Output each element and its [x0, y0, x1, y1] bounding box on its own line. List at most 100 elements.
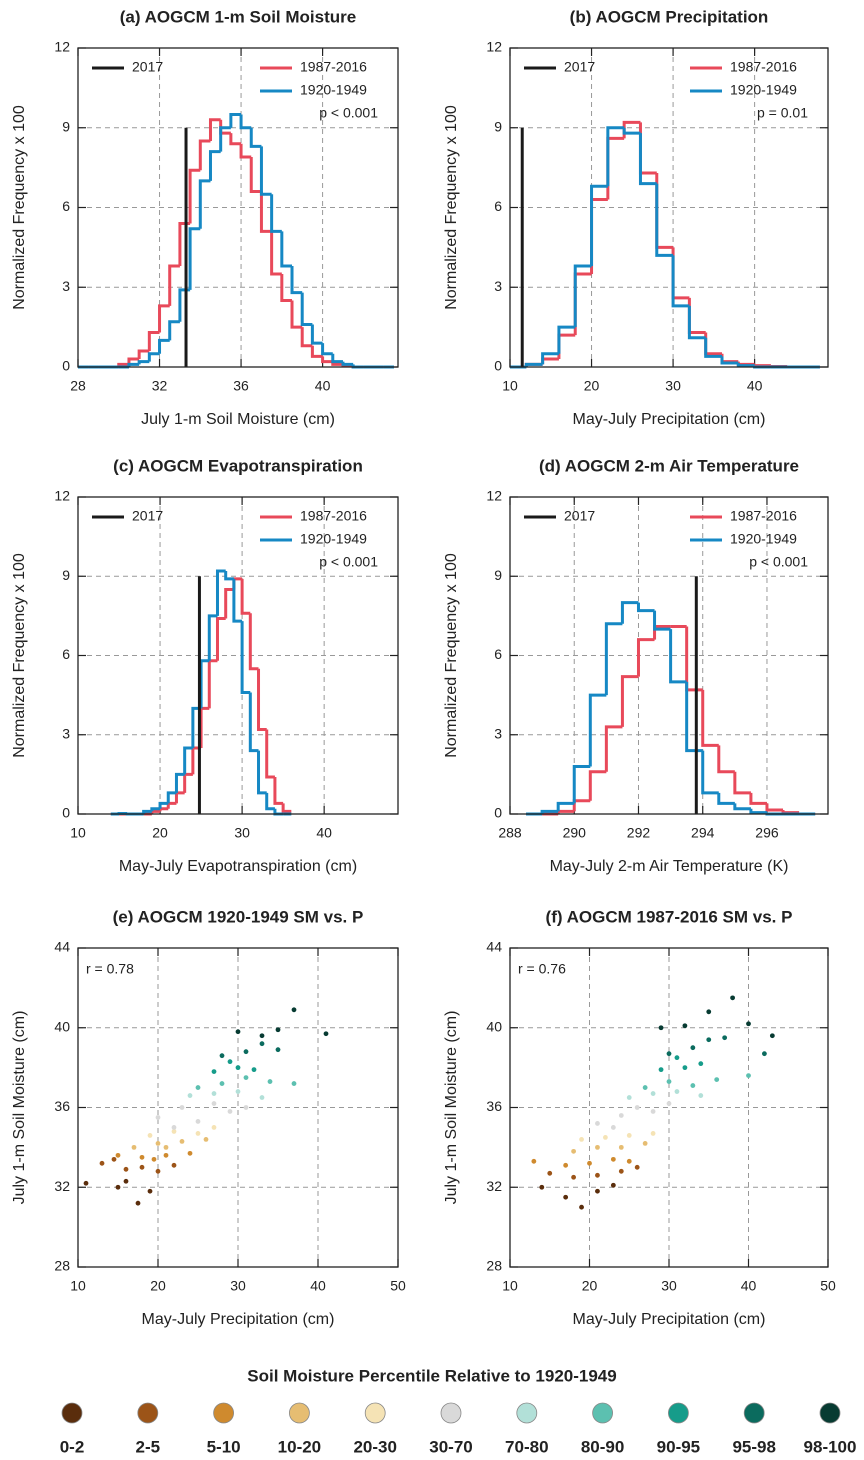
histogram-step: [671, 255, 690, 308]
scatter-point: [642, 1085, 648, 1090]
legend-label: 1987-2016: [730, 59, 797, 75]
scatter-point: [563, 1194, 569, 1200]
histogram-step: [606, 126, 625, 187]
histogram-step: [150, 807, 161, 812]
histogram-step: [781, 810, 800, 815]
y-tick-label: 12: [486, 39, 502, 55]
x-tick-label: 40: [747, 378, 763, 394]
histogram-step: [557, 333, 576, 360]
histogram-step: [215, 617, 226, 661]
histogram-step: [321, 356, 333, 364]
histogram-step: [653, 610, 671, 631]
y-tick-label: 3: [62, 278, 70, 294]
histogram-step: [636, 602, 655, 613]
plot-frame: [509, 496, 829, 815]
histogram-step: [622, 120, 641, 139]
histogram-step: [183, 772, 193, 793]
scatter-point: [626, 1095, 632, 1100]
legend-label: 10-20: [278, 1437, 321, 1456]
legend-label: 30-70: [429, 1437, 472, 1456]
legend-label: 2017: [564, 508, 595, 524]
histogram-step: [239, 114, 252, 130]
scatter-point: [147, 1188, 153, 1194]
histogram-step: [248, 613, 259, 671]
legend-marker: [440, 1402, 462, 1424]
scatter-point: [642, 1140, 648, 1146]
scatter-point: [291, 1007, 297, 1013]
legend-marker: [364, 1402, 386, 1424]
histogram-step: [265, 729, 275, 779]
scatter-point: [650, 1131, 656, 1136]
scatter-point: [690, 1083, 696, 1088]
scatter-point: [235, 1029, 241, 1035]
legend-marker: [516, 1402, 538, 1424]
histogram-step: [733, 771, 751, 795]
histogram-step: [733, 803, 751, 811]
x-tick-label: 296: [755, 825, 779, 841]
scatter-point: [323, 1031, 329, 1037]
y-tick-label: 12: [54, 39, 70, 55]
y-tick-label: 3: [494, 278, 502, 294]
histogram-step: [219, 126, 231, 152]
histogram-step: [720, 353, 739, 364]
histogram-step: [142, 809, 152, 814]
histogram-step: [604, 622, 623, 696]
panel-title: (f) AOGCM 1987-2016 SM vs. P: [546, 907, 793, 926]
histogram-step: [736, 363, 755, 368]
histogram-step: [257, 668, 267, 731]
histogram-step: [557, 325, 576, 354]
legend-label: 20-30: [353, 1437, 396, 1456]
histogram-step: [208, 150, 221, 181]
scatter-point: [195, 1119, 201, 1124]
histogram-step: [259, 146, 272, 196]
scatter-point: [243, 1105, 249, 1110]
histogram-step: [290, 300, 303, 329]
y-tick-label: 3: [494, 725, 502, 741]
scatter-point: [163, 1152, 169, 1158]
scatter-point: [243, 1075, 249, 1080]
y-tick-label: 3: [62, 725, 70, 741]
x-tick-label: 40: [316, 825, 332, 841]
x-tick-label: 36: [233, 378, 249, 394]
histogram-step: [655, 183, 674, 257]
scatter-point: [563, 1162, 569, 1168]
histogram-step: [556, 801, 575, 812]
x-tick-label: 40: [310, 1278, 326, 1294]
scatter-point: [111, 1156, 117, 1162]
y-tick-label: 36: [54, 1098, 70, 1114]
y-tick-label: 36: [486, 1098, 502, 1114]
x-axis-label: July 1-m Soil Moisture (cm): [141, 411, 335, 428]
y-tick-label: 0: [494, 805, 502, 821]
panel-title: (b) AOGCM Precipitation: [570, 7, 769, 26]
histogram-step: [572, 799, 591, 812]
scatter-point: [626, 1158, 632, 1164]
scatter-point: [626, 1133, 632, 1138]
legend-label: 2017: [132, 59, 163, 75]
histogram-step: [127, 362, 140, 367]
scatter-point: [595, 1188, 600, 1194]
scatter-point: [195, 1131, 201, 1136]
histogram-step: [638, 133, 657, 186]
histogram-step: [573, 272, 592, 336]
y-tick-label: 9: [494, 118, 502, 134]
scatter-point: [243, 1049, 249, 1055]
histogram-step: [280, 231, 293, 268]
x-tick-label: 10: [70, 825, 86, 841]
histogram-step: [199, 659, 210, 709]
histogram-step: [620, 675, 639, 727]
scatter-point: [123, 1166, 129, 1172]
scatter-point: [698, 1061, 704, 1067]
histogram-step: [168, 264, 180, 306]
histogram-step: [249, 127, 262, 148]
histogram-step: [239, 143, 252, 159]
histogram-step: [280, 273, 293, 303]
histogram-step: [174, 791, 185, 804]
x-tick-label: 30: [234, 825, 250, 841]
scatter-point: [267, 1079, 273, 1084]
scatter-point: [658, 1067, 664, 1073]
histogram-step: [224, 570, 234, 581]
legend-marker: [61, 1402, 83, 1424]
x-tick-label: 10: [70, 1278, 86, 1294]
scatter-point: [531, 1158, 537, 1164]
y-tick-label: 28: [54, 1258, 70, 1274]
